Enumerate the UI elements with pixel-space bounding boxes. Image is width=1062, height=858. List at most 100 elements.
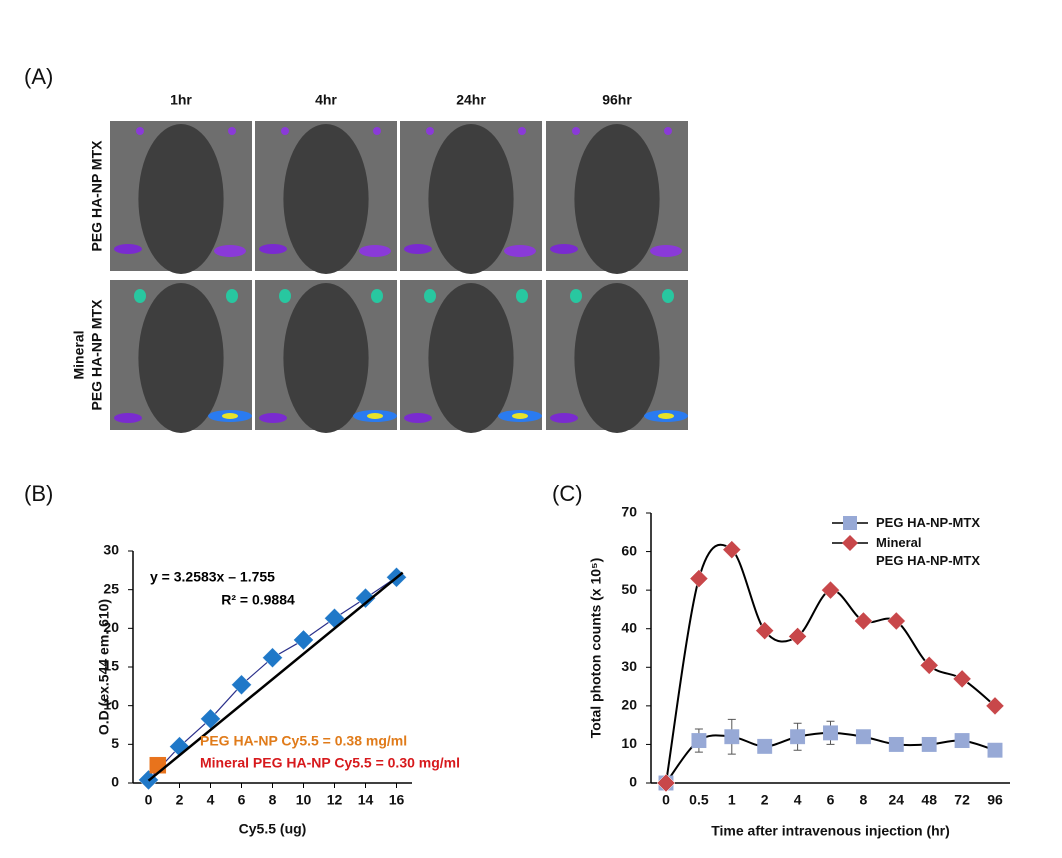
point bbox=[790, 729, 806, 745]
x-axis-label: Cy5.5 (ug) bbox=[239, 821, 307, 837]
point bbox=[888, 736, 904, 752]
mouse-body bbox=[283, 283, 369, 433]
point bbox=[262, 647, 283, 669]
annotation: R² = 0.9884 bbox=[221, 592, 295, 608]
signal bbox=[650, 245, 682, 257]
signal bbox=[279, 289, 291, 303]
signal bbox=[550, 244, 578, 254]
mouse-body bbox=[428, 283, 514, 433]
point bbox=[952, 669, 972, 689]
mouse-body bbox=[283, 124, 369, 274]
x-tick-label: 72 bbox=[954, 792, 970, 808]
x-tick-label: 4 bbox=[207, 792, 215, 808]
signal bbox=[136, 127, 144, 135]
legend-marker bbox=[842, 535, 858, 551]
y-tick-label: 0 bbox=[111, 774, 119, 790]
panel-label: (C) bbox=[552, 481, 583, 506]
row-label: PEG HA-NP MTX bbox=[89, 140, 105, 252]
point bbox=[231, 674, 252, 696]
point bbox=[823, 725, 838, 741]
signal bbox=[504, 245, 536, 257]
x-tick-label: 2 bbox=[176, 792, 184, 808]
annotation: Mineral PEG HA-NP Cy5.5 = 0.30 mg/ml bbox=[200, 755, 460, 771]
x-tick-label: 48 bbox=[921, 792, 937, 808]
signal bbox=[367, 413, 383, 419]
point bbox=[149, 756, 167, 774]
signal bbox=[658, 413, 674, 419]
row-label: PEG HA-NP MTX bbox=[89, 299, 105, 411]
point bbox=[355, 587, 376, 609]
series-line bbox=[665, 543, 996, 784]
point bbox=[855, 729, 871, 745]
point bbox=[954, 733, 970, 749]
signal bbox=[259, 413, 287, 423]
legend-marker bbox=[843, 516, 857, 530]
signal bbox=[114, 413, 142, 423]
y-tick-label: 15 bbox=[103, 658, 119, 674]
series-line bbox=[147, 571, 404, 782]
x-tick-label: 24 bbox=[889, 792, 905, 808]
signal bbox=[404, 244, 432, 254]
annotation: PEG HA-NP Cy5.5 = 0.38 mg/ml bbox=[200, 733, 407, 749]
x-tick-label: 0 bbox=[145, 792, 153, 808]
x-axis-label: Time after intravenous injection (hr) bbox=[711, 823, 950, 839]
x-tick-label: 6 bbox=[238, 792, 246, 808]
y-tick-label: 40 bbox=[621, 619, 637, 635]
point bbox=[886, 611, 906, 631]
signal bbox=[550, 413, 578, 423]
point bbox=[755, 621, 775, 640]
y-tick-label: 30 bbox=[103, 542, 119, 558]
point bbox=[656, 773, 676, 793]
point bbox=[689, 569, 709, 588]
point bbox=[985, 696, 1005, 716]
x-tick-label: 4 bbox=[794, 792, 802, 808]
mouse-body bbox=[574, 124, 660, 274]
y-tick-label: 20 bbox=[103, 619, 119, 635]
y-tick-label: 70 bbox=[621, 504, 637, 520]
signal bbox=[516, 289, 528, 303]
y-tick-label: 10 bbox=[103, 696, 119, 712]
signal bbox=[134, 289, 146, 303]
x-tick-label: 10 bbox=[296, 792, 312, 808]
x-tick-label: 12 bbox=[327, 792, 343, 808]
x-tick-label: 8 bbox=[269, 792, 277, 808]
y-tick-label: 5 bbox=[111, 735, 119, 751]
mouse-body bbox=[574, 283, 660, 433]
legend-label: PEG HA-NP-MTX bbox=[876, 515, 980, 530]
mouse-body bbox=[138, 124, 224, 274]
signal bbox=[222, 413, 238, 419]
signal bbox=[373, 127, 381, 135]
point bbox=[724, 729, 740, 745]
point bbox=[324, 607, 345, 629]
signal bbox=[281, 127, 289, 135]
y-axis-label: Total photon counts (x 10⁵) bbox=[588, 558, 604, 739]
x-tick-label: 1 bbox=[728, 792, 736, 808]
column-label: 96hr bbox=[602, 92, 632, 108]
x-tick-label: 2 bbox=[761, 792, 769, 808]
column-label: 4hr bbox=[315, 92, 337, 108]
point bbox=[691, 733, 707, 749]
x-tick-label: 0 bbox=[662, 792, 670, 808]
x-tick-label: 8 bbox=[860, 792, 868, 808]
x-tick-label: 16 bbox=[389, 792, 405, 808]
annotation: y = 3.2583x – 1.755 bbox=[150, 569, 275, 585]
point bbox=[854, 611, 873, 631]
row-label: Mineral bbox=[71, 330, 87, 379]
mouse-body bbox=[138, 283, 224, 433]
signal bbox=[226, 289, 238, 303]
signal bbox=[570, 289, 582, 303]
signal bbox=[114, 244, 142, 254]
signal bbox=[424, 289, 436, 303]
panel-label: (A) bbox=[24, 64, 53, 89]
y-tick-label: 30 bbox=[621, 658, 637, 674]
column-label: 1hr bbox=[170, 92, 192, 108]
point bbox=[987, 742, 1003, 758]
signal bbox=[572, 127, 580, 135]
signal bbox=[664, 127, 672, 135]
point bbox=[788, 627, 807, 646]
y-tick-label: 60 bbox=[621, 542, 637, 558]
point bbox=[921, 736, 937, 752]
legend-label: Mineral PEG HA-NP-MTX bbox=[876, 535, 980, 568]
